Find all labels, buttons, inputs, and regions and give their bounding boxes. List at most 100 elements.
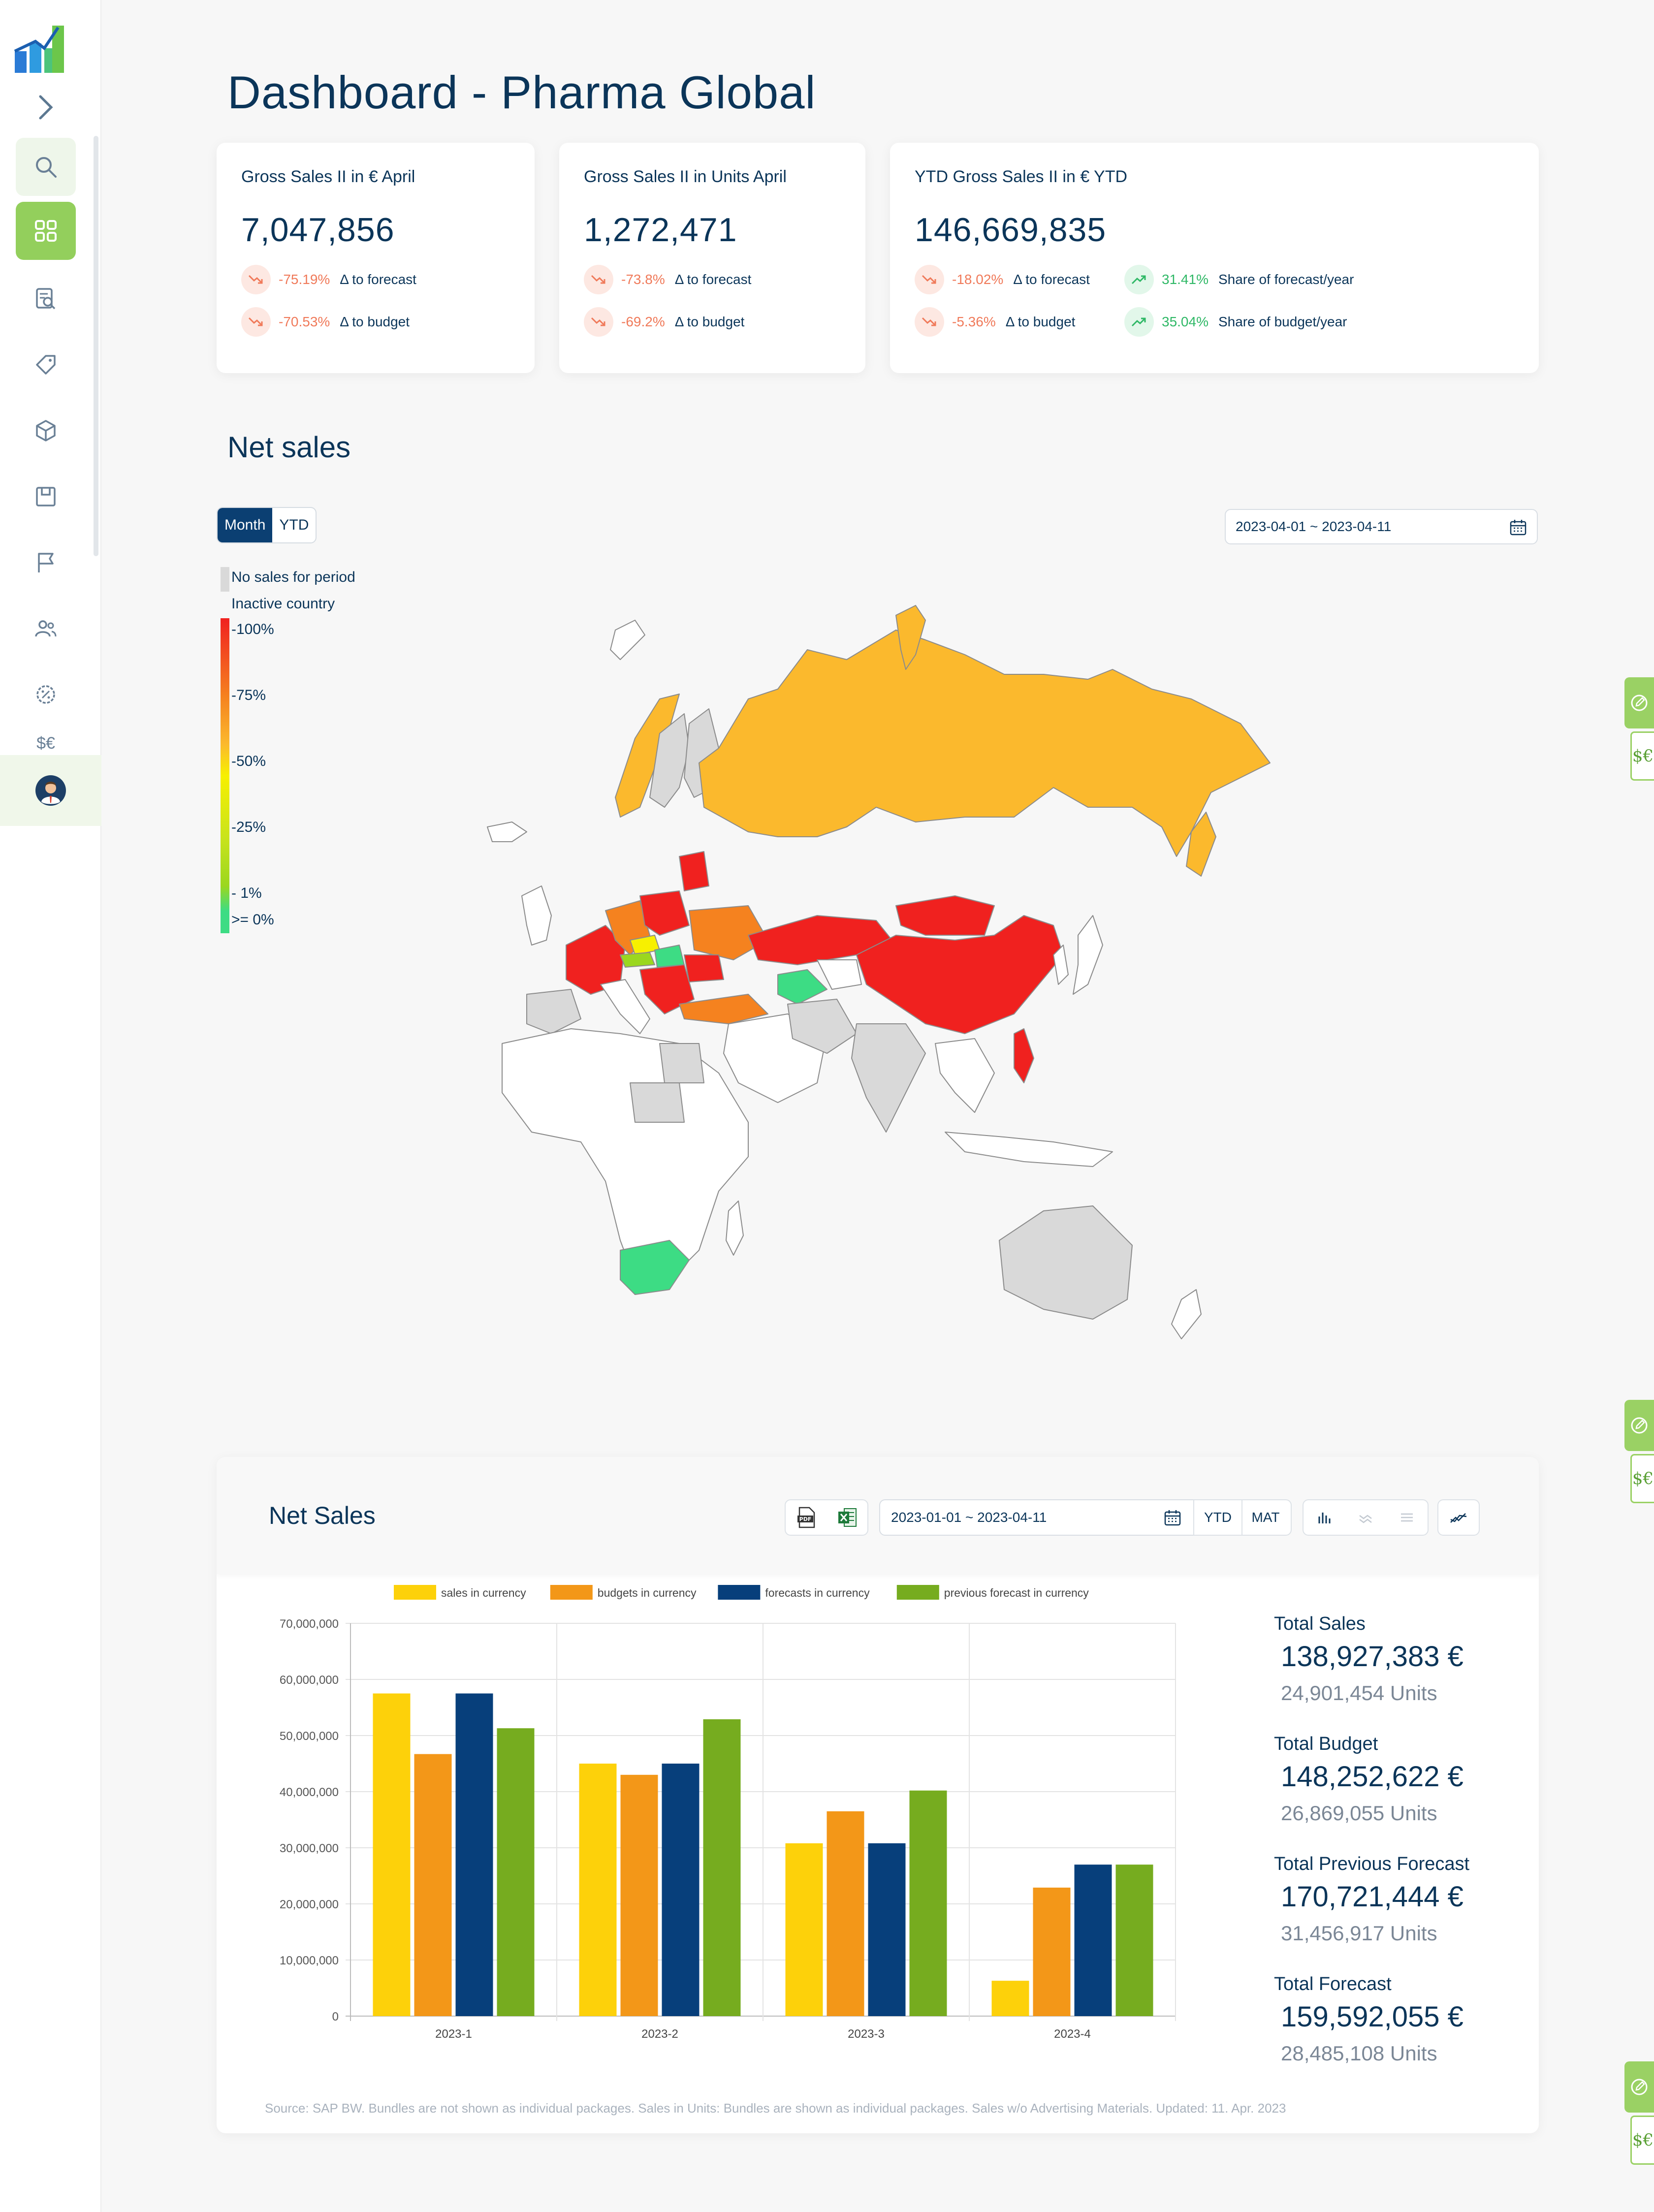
bar [909, 1790, 947, 2016]
kpi-delta-pct: -18.02% [952, 272, 1004, 287]
kpi-delta-pct: -70.53% [279, 314, 330, 329]
legend-swatch [550, 1585, 593, 1600]
bar-chart-icon [1318, 1513, 1331, 1523]
excel-export-button[interactable] [827, 1500, 867, 1535]
bar [785, 1843, 823, 2016]
currency-switch-button[interactable]: $€ [1630, 1454, 1654, 1503]
y-tick-label: 10,000,000 [280, 1954, 339, 1967]
net-sales-world-map[interactable] [473, 600, 1290, 1378]
report-search-icon [36, 288, 56, 310]
calendar-icon [1164, 1510, 1181, 1526]
sidebar-scrollbar[interactable] [94, 136, 98, 556]
chart-date-range-picker[interactable]: 2023-01-01 ~ 2023-04-11 [879, 1499, 1194, 1536]
pdf-export-button[interactable]: PDF [786, 1500, 827, 1535]
country-region-egypt [659, 1043, 704, 1083]
toggle-ytd[interactable]: YTD [279, 517, 309, 533]
edit-note-button[interactable] [1624, 677, 1654, 728]
y-tick-label: 70,000,000 [280, 1617, 339, 1631]
legend-scale-label: -25% [231, 819, 266, 835]
total-budget-label: Total Budget [1274, 1734, 1378, 1754]
x-tick-label: 2023-1 [435, 2027, 472, 2041]
kpi-delta-pct: -75.19% [279, 272, 330, 287]
legend-scale-label: - 1% [231, 885, 262, 901]
toggle-month[interactable]: Month [218, 508, 273, 542]
kpi-delta-pct: -69.2% [621, 314, 665, 329]
legend-color-scale [221, 618, 229, 933]
country-region-russia [699, 630, 1271, 857]
sidebar-item-pricing[interactable] [16, 336, 76, 394]
sidebar-item-reports[interactable] [16, 270, 76, 328]
country-region-romania [684, 954, 724, 982]
kpi-delta-pct: -5.36% [952, 314, 996, 329]
total-budget-eur: 148,252,622 € [1281, 1761, 1463, 1793]
kpi-delta-row: 31.41% Share of forecast/year [1124, 265, 1354, 294]
currency-icon: $€ [36, 734, 55, 753]
total-previous-forecast-units: 31,456,917 Units [1281, 1922, 1437, 1945]
net-sales-chart-card: Net Sales PDF 2023-01-01 ~ 2023-04-11 YT… [217, 1457, 1539, 2133]
expand-sidebar-icon[interactable] [34, 94, 56, 121]
legend-label: previous forecast in currency [944, 1586, 1089, 1599]
currency-switch-button[interactable]: $€ [1630, 2116, 1654, 2165]
trend-down-icon [584, 307, 613, 337]
export-button-group: PDF [785, 1499, 868, 1536]
kpi-delta-row: -70.53% Δ to budget [241, 307, 410, 337]
country-region-kamchatka [1186, 812, 1216, 877]
country-region-iceland [487, 822, 527, 842]
sidebar-item-search[interactable] [16, 138, 76, 196]
bar-chart-button[interactable] [1304, 1500, 1345, 1535]
sidebar-item-products[interactable] [16, 402, 76, 460]
country-region-south-africa [620, 1240, 690, 1295]
country-region-ukraine [689, 905, 768, 960]
currency-switch-button[interactable]: $€ [1630, 731, 1654, 781]
y-tick-label: 20,000,000 [280, 1898, 339, 1911]
legend-swatch [896, 1585, 939, 1600]
sidebar-item-goals[interactable] [16, 534, 76, 592]
app-logo[interactable] [13, 22, 67, 74]
kpi-delta-row: -73.8% Δ to forecast [584, 265, 751, 294]
sidebar-item-inventory[interactable] [16, 468, 76, 526]
kpi-delta-label: Δ to forecast [674, 272, 752, 287]
kpi-delta-label: Δ to forecast [1013, 272, 1090, 287]
user-avatar-icon [35, 775, 66, 806]
country-region-australia [999, 1205, 1133, 1320]
chart-card-title: Net Sales [269, 1502, 376, 1529]
user-menu[interactable] [0, 755, 101, 826]
ytd-button[interactable]: YTD [1204, 1510, 1232, 1525]
sidebar-item-discounts[interactable] [16, 665, 76, 724]
sidebar-item-currency[interactable]: $€ [16, 724, 76, 753]
kpi-delta-label: Δ to budget [1005, 314, 1076, 329]
x-tick-label: 2023-4 [1054, 2027, 1091, 2041]
sidebar-item-users[interactable] [16, 600, 76, 658]
edit-icon [1631, 695, 1648, 711]
discount-badge-icon [36, 685, 55, 704]
country-region-novaya-zemlya [895, 605, 926, 670]
legend-scale-label: >= 0% [231, 912, 274, 928]
sidebar-item-dashboard[interactable] [16, 202, 76, 260]
list-view-button[interactable] [1386, 1500, 1428, 1535]
total-sales-label: Total Sales [1274, 1613, 1366, 1634]
stacked-chart-button[interactable] [1345, 1500, 1386, 1535]
chart-type-group [1303, 1499, 1429, 1536]
kpi-title: Gross Sales II in Units April [584, 167, 787, 186]
edit-note-button[interactable] [1624, 1400, 1654, 1451]
kpi-title: Gross Sales II in € April [241, 167, 415, 186]
x-tick-label: 2023-3 [848, 2027, 885, 2041]
currency-icon: $€ [1632, 2130, 1654, 2150]
search-icon [36, 157, 57, 178]
trend-down-icon [915, 265, 944, 294]
legend-swatch [718, 1585, 761, 1600]
trend-line-button[interactable] [1437, 1499, 1480, 1536]
kpi-delta-label: Share of budget/year [1218, 314, 1347, 329]
bar [1033, 1887, 1071, 2016]
edit-note-button[interactable] [1624, 2061, 1654, 2113]
calendar-icon [1510, 520, 1527, 536]
total-sales-eur: 138,927,383 € [1281, 1641, 1463, 1673]
stacked-lines-icon [1359, 1515, 1372, 1523]
legend-no-sales-swatch [221, 567, 229, 592]
kpi-delta-label: Δ to budget [340, 314, 410, 329]
map-date-range-picker[interactable]: 2023-04-01 ~ 2023-04-11 [1225, 509, 1538, 544]
map-legend: No sales for period Inactive country -10… [221, 564, 388, 933]
chart-card-header: Net Sales PDF 2023-01-01 ~ 2023-04-11 YT… [217, 1457, 1539, 1574]
mat-button[interactable]: MAT [1241, 1500, 1289, 1535]
users-icon [35, 620, 57, 637]
